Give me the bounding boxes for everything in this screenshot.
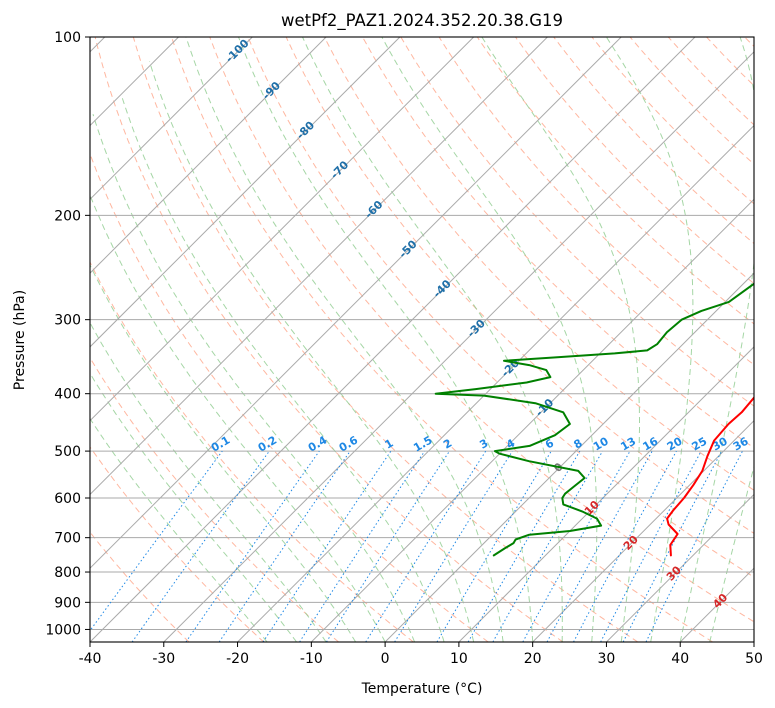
moist-adiabat: [90, 417, 268, 642]
x-tick-label: 50: [745, 651, 763, 667]
dry-adiabat: [209, 37, 754, 623]
isotherm: [384, 272, 754, 642]
moist-adiabat: [709, 464, 754, 642]
dry-adiabat: [90, 152, 489, 642]
moist-adiabat: [120, 94, 445, 642]
x-tick-label: 0: [381, 651, 390, 667]
mixing-ratio-lines: [90, 450, 743, 642]
mixing-ratio-line: [185, 450, 320, 642]
dry-adiabat: [90, 446, 265, 642]
isotherms: [90, 37, 754, 642]
mixing-ratio-line: [218, 450, 351, 642]
isotherm: [458, 346, 754, 642]
y-tick-label: 100: [54, 30, 81, 46]
dry-adiabat: [438, 37, 754, 366]
dewpoint-line: [434, 282, 754, 557]
y-axis-label: Pressure (hPa): [12, 290, 28, 390]
y-tick-label: 500: [54, 444, 81, 460]
dry-adiabat: [247, 37, 754, 578]
moist-adiabat: [185, 37, 504, 642]
mixing-ratio-line: [90, 450, 223, 632]
dry-adiabat: [362, 37, 754, 449]
moist-adiabat: [92, 114, 416, 642]
mixing-ratio-line: [394, 450, 513, 642]
isotherm: [90, 37, 696, 642]
dry-adiabat: [285, 37, 754, 534]
isotherm: [310, 198, 754, 642]
dry-adiabat: [553, 37, 754, 245]
mixing-ratio-line: [546, 450, 653, 642]
mixing-ratio-line: [262, 450, 392, 642]
y-tick-label: 600: [54, 491, 81, 507]
x-tick-label: -10: [300, 651, 323, 667]
x-tick-label: 10: [450, 651, 468, 667]
mixing-ratio-line: [131, 450, 270, 642]
moist-adiabat: [302, 37, 563, 642]
x-tick-label: -30: [152, 651, 175, 667]
moist-adiabat: [90, 372, 298, 642]
y-tick-label: 400: [54, 387, 81, 403]
moist-adiabats: [90, 37, 754, 642]
plot-area: 0.1 0.2 0.4 0.6 1 1.5 2 3 4 6 8 10 13 16 20 25 30 36-100-…: [90, 37, 754, 642]
plot-frame: [89, 36, 755, 643]
isotherm: [90, 37, 548, 496]
dry-adiabat: [171, 37, 713, 642]
y-tick-label: 700: [54, 531, 81, 547]
dry-adiabat: [90, 260, 414, 642]
y-tick-label: 300: [54, 313, 81, 329]
isotherm: [532, 419, 754, 642]
x-tick-label: 40: [671, 651, 689, 667]
x-tick-label: 30: [598, 651, 616, 667]
dry-adiabat: [400, 37, 754, 407]
temperature-line: [666, 396, 754, 557]
dry-adiabat: [132, 37, 639, 642]
y-tick-label: 900: [54, 595, 81, 611]
mixing-ratio-line: [522, 450, 631, 642]
isotherm: [90, 37, 475, 422]
moist-adiabat: [149, 61, 475, 642]
dry-adiabat: [323, 37, 754, 491]
x-tick-label: -40: [79, 651, 102, 667]
x-axis-label: Temperature (°C): [361, 681, 483, 697]
dry-adiabat: [94, 37, 564, 642]
moist-adiabat: [679, 37, 754, 642]
y-axis: 100 200 300 400 500 600 700 800 900 1000: [45, 30, 90, 638]
x-tick-label: -20: [226, 651, 249, 667]
moist-adiabat: [90, 321, 327, 642]
mixing-ratio-line: [325, 450, 450, 642]
isotherm: [163, 51, 754, 642]
isotherm: [606, 493, 754, 642]
sounding-series: [434, 282, 754, 557]
dry-adiabats: [90, 37, 754, 642]
isotherm: [237, 124, 754, 642]
moist-adiabat: [481, 37, 640, 642]
isotherm: [90, 37, 253, 201]
mixing-ratio-line: [299, 450, 426, 642]
isotherm: [90, 37, 401, 348]
moist-adiabat: [238, 37, 534, 642]
pressure-gridlines: [90, 37, 754, 630]
moist-adiabat: [381, 37, 598, 642]
isotherm: [90, 37, 327, 274]
mixing-ratio-line: [573, 450, 677, 642]
chart-title: wetPf2_PAZ1.2024.352.20.38.G19: [281, 11, 563, 31]
y-tick-label: 1000: [45, 622, 81, 638]
moist-adiabat: [605, 37, 694, 642]
mixing-ratio-line: [645, 450, 743, 642]
moist-adiabat: [90, 263, 357, 642]
isotherm: [90, 37, 622, 569]
x-tick-label: 20: [524, 651, 542, 667]
y-tick-label: 200: [54, 208, 81, 224]
x-axis: -40 -30 -20 -10 0 10 20 30 40 50: [79, 642, 763, 667]
y-tick-label: 800: [54, 565, 81, 581]
